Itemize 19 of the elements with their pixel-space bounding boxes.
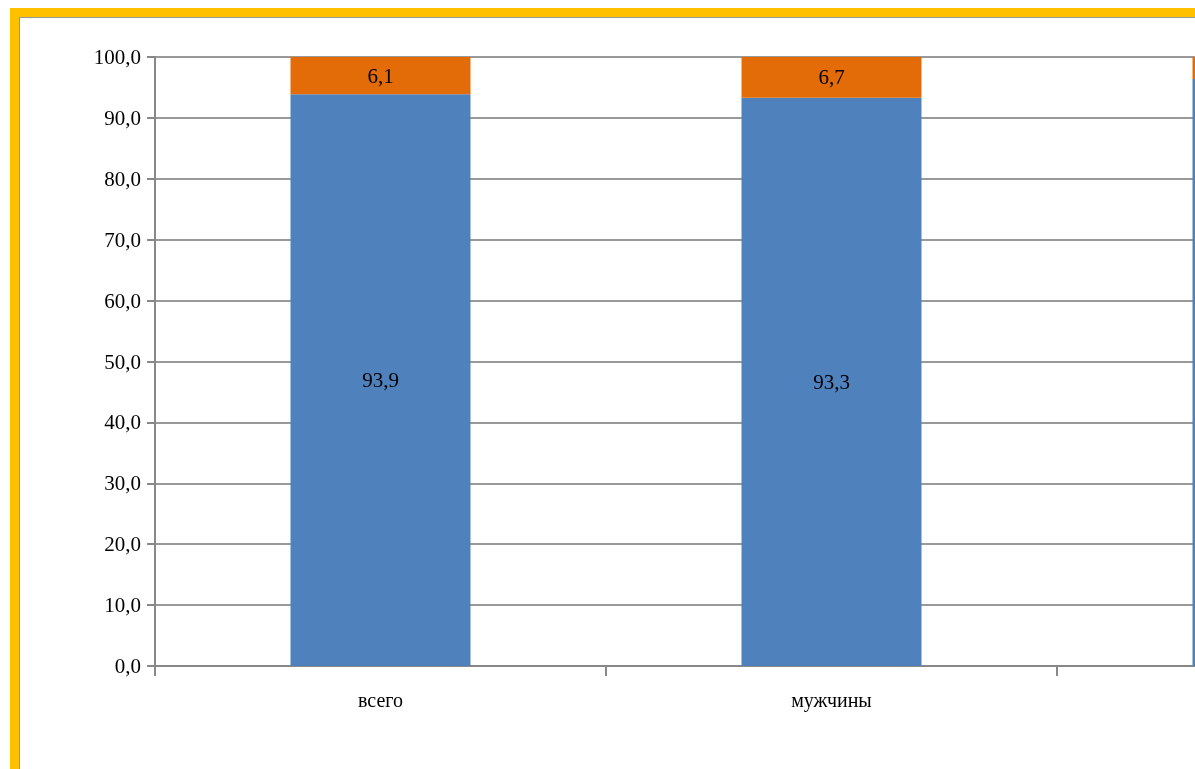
y-tick-label: 90,0 xyxy=(104,105,141,130)
data-label: 93,9 xyxy=(362,368,399,393)
y-tick-label: 40,0 xyxy=(104,410,141,435)
x-tick-label: мужчины xyxy=(791,689,872,712)
data-label: 93,3 xyxy=(813,369,850,394)
y-tick-label: 80,0 xyxy=(104,166,141,191)
y-tick-label: 0,0 xyxy=(114,654,141,678)
y-tick-label: 70,0 xyxy=(104,227,141,252)
data-label: 6,1 xyxy=(367,63,394,88)
y-tick-label: 60,0 xyxy=(104,288,141,313)
y-tick-label: 20,0 xyxy=(104,532,141,557)
y-tick-label: 30,0 xyxy=(104,471,141,496)
bar xyxy=(290,94,471,666)
y-tick-label: 10,0 xyxy=(104,593,141,618)
y-tick-label: 50,0 xyxy=(104,349,141,374)
data-label: 6,7 xyxy=(818,65,845,90)
x-tick-label: всего xyxy=(357,689,404,711)
y-tick-label: 100,0 xyxy=(93,45,141,69)
bar xyxy=(290,57,471,95)
